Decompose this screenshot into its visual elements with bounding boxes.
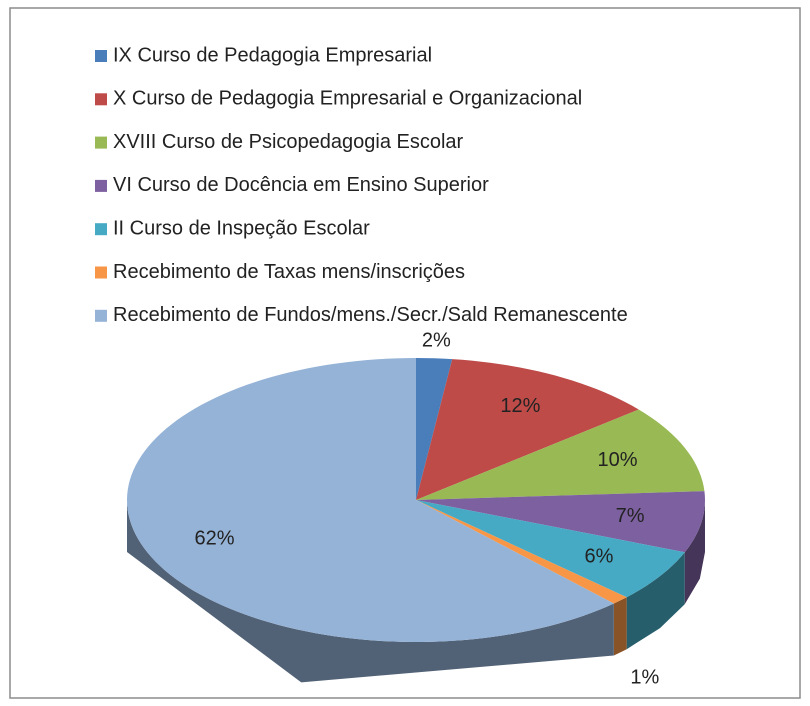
pie-slice: [416, 500, 627, 604]
legend-label: Recebimento de Fundos/mens./Secr./Sald R…: [113, 304, 628, 326]
pie-side: [127, 500, 614, 683]
pie-slice: [416, 358, 453, 500]
data-label: 2%: [422, 330, 451, 352]
legend-label: XVIII Curso de Psicopedagogia Escolar: [113, 131, 464, 153]
pie-slice: [416, 359, 639, 500]
pie-slice: [416, 409, 705, 500]
legend-swatch: [95, 93, 107, 106]
legend-label: X Curso de Pedagogia Empresarial e Organ…: [113, 88, 582, 110]
legend-label: II Curso de Inspeção Escolar: [113, 217, 370, 239]
legend-label: VI Curso de Docência em Ensino Superior: [113, 174, 489, 196]
legend-swatch: [95, 309, 107, 322]
data-label: 1%: [630, 667, 659, 689]
legend-swatch: [95, 136, 107, 149]
data-label: 6%: [585, 545, 614, 567]
pie-side: [626, 552, 685, 650]
pie-slice: [416, 500, 685, 598]
legend-swatch: [95, 179, 107, 192]
legend-swatch: [95, 266, 107, 279]
data-label: 7%: [616, 505, 645, 527]
pie-slice: [127, 358, 614, 642]
legend-label: IX Curso de Pedagogia Empresarial: [113, 44, 432, 66]
legend-swatch: [95, 223, 107, 236]
data-label: 12%: [500, 395, 540, 417]
data-label: 62%: [194, 527, 234, 549]
pie-side: [684, 500, 705, 605]
data-label: 10%: [598, 449, 638, 471]
legend-label: Recebimento de Taxas mens/inscrições: [113, 261, 465, 283]
pie-slice: [416, 491, 705, 553]
legend-swatch: [95, 50, 107, 62]
pie-side: [613, 597, 627, 656]
